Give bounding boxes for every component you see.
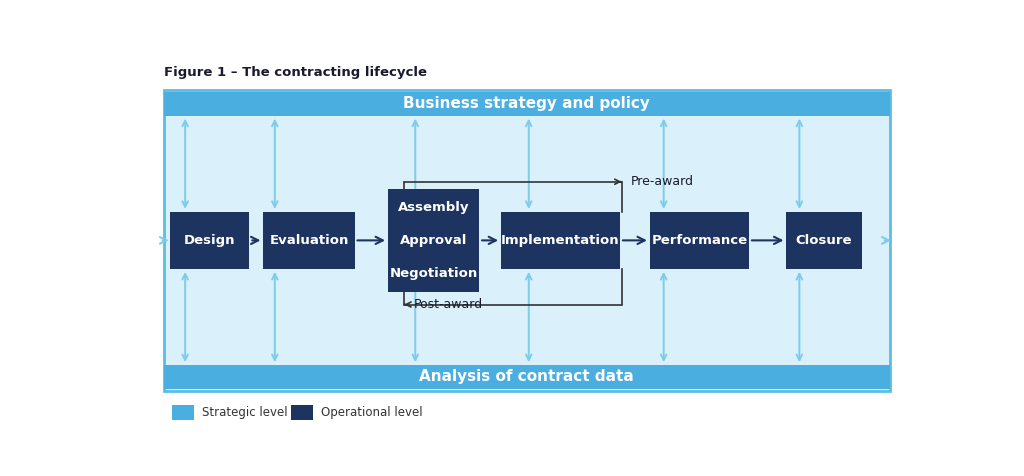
Bar: [164, 92, 890, 116]
Text: Evaluation: Evaluation: [269, 234, 348, 247]
Text: Implementation: Implementation: [501, 234, 620, 247]
Text: Approval: Approval: [399, 234, 467, 247]
Text: Business strategy and policy: Business strategy and policy: [403, 96, 650, 111]
Text: Strategic level: Strategic level: [202, 406, 288, 419]
Bar: [388, 255, 479, 292]
Text: Analysis of contract data: Analysis of contract data: [420, 369, 634, 385]
Text: Design: Design: [184, 234, 236, 247]
Text: Negotiation: Negotiation: [389, 267, 477, 280]
Bar: [164, 365, 890, 389]
Bar: [388, 222, 479, 259]
Text: Assembly: Assembly: [397, 201, 469, 214]
Text: Pre-award: Pre-award: [631, 175, 694, 188]
Text: Post-award: Post-award: [414, 298, 483, 311]
Bar: [172, 406, 194, 420]
Bar: [164, 90, 890, 391]
Bar: [170, 212, 250, 269]
Bar: [291, 406, 313, 420]
Text: Figure 1 – The contracting lifecycle: Figure 1 – The contracting lifecycle: [164, 66, 427, 79]
Text: Closure: Closure: [796, 234, 852, 247]
Bar: [388, 189, 479, 226]
Bar: [650, 212, 749, 269]
Text: Operational level: Operational level: [321, 406, 423, 419]
Bar: [501, 212, 621, 269]
Text: Performance: Performance: [651, 234, 748, 247]
Bar: [786, 212, 861, 269]
Bar: [263, 212, 354, 269]
